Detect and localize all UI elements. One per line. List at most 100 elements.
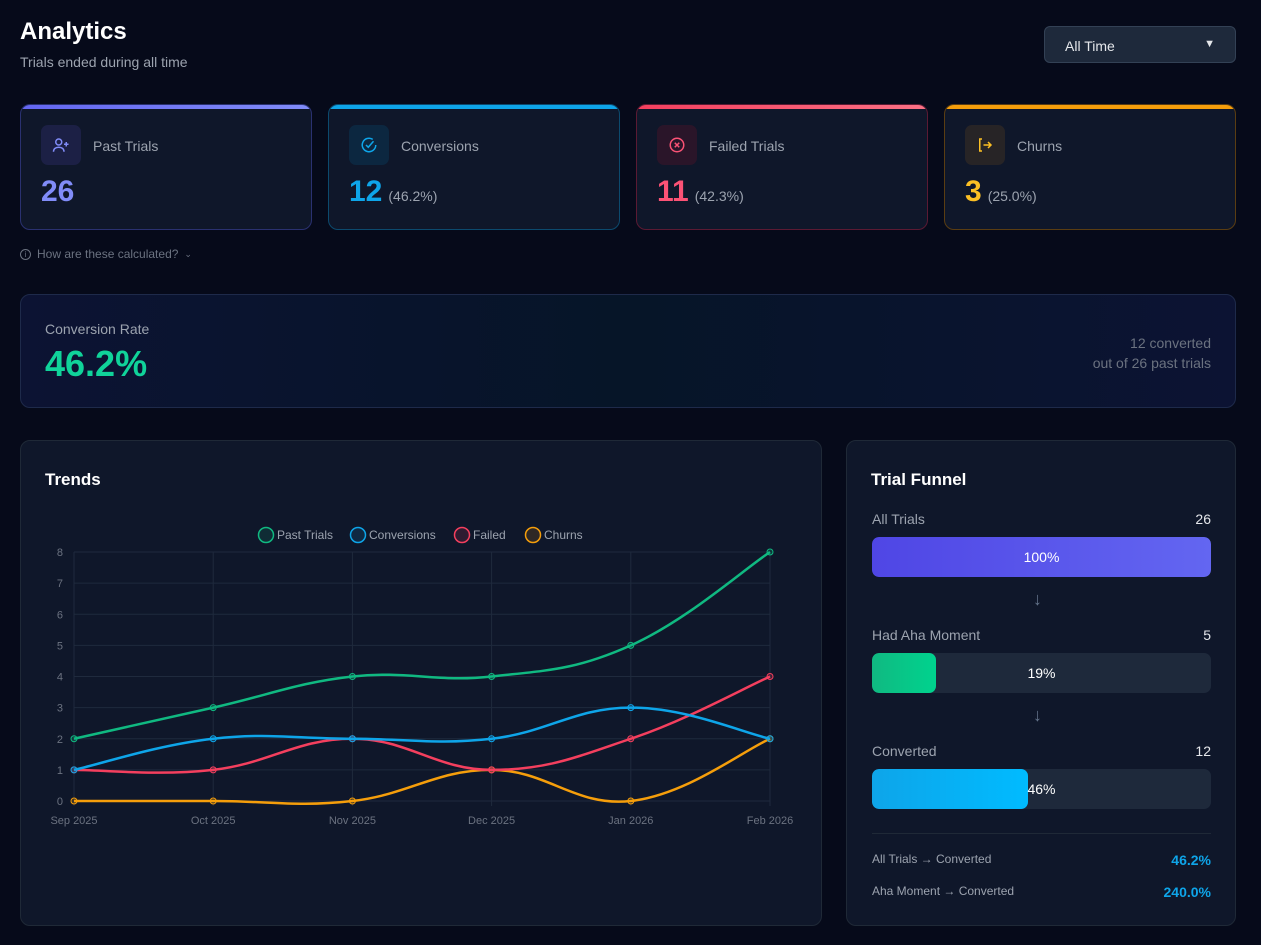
- trends-title: Trends: [45, 470, 101, 489]
- card-value: 26: [41, 175, 75, 208]
- data-point: [627, 735, 635, 743]
- conversion-rate-value: 46.2%: [45, 343, 148, 384]
- summary-all-to-converted: All Trials → Converted 46.2%: [872, 852, 1211, 868]
- user-plus-icon: [41, 125, 81, 165]
- funnel-bar-percent: 46%: [1027, 781, 1056, 797]
- data-point: [766, 548, 774, 556]
- summary-label: All Trials → Converted: [872, 852, 992, 866]
- legend-label: Conversions: [369, 528, 436, 542]
- y-tick-label: 0: [57, 796, 63, 808]
- data-point: [70, 797, 78, 805]
- x-tick-label: Jan 2026: [608, 815, 653, 827]
- conversion-rate-label: Conversion Rate: [45, 321, 150, 337]
- arrow-down-icon: ↓: [1033, 589, 1042, 609]
- info-toggle-label: How are these calculated?: [37, 247, 179, 261]
- data-point: [70, 766, 78, 774]
- data-point: [348, 673, 356, 680]
- funnel-bar: 46%: [872, 769, 1211, 809]
- card-percent: (25.0%): [987, 188, 1037, 204]
- page-title: Analytics: [20, 18, 127, 45]
- legend-label: Churns: [544, 528, 583, 542]
- data-point: [209, 766, 217, 774]
- stage-count: 12: [1195, 743, 1211, 759]
- log-out-icon: [965, 125, 1005, 165]
- card-value: 12: [349, 175, 383, 208]
- legend-label: Failed: [473, 528, 506, 542]
- card-percent: (46.2%): [388, 188, 438, 204]
- time-range-value: All Time: [1065, 38, 1115, 54]
- series-line: [74, 737, 771, 806]
- chevron-down-icon: ⌄: [184, 248, 192, 259]
- card-percent: (42.3%): [694, 188, 744, 204]
- card-label: Past Trials: [93, 138, 159, 154]
- y-tick-label: 1: [57, 765, 63, 777]
- card-failed-trials: Failed Trials 11 (42.3%): [636, 104, 928, 230]
- card-conversions: Conversions 12 (46.2%): [328, 104, 620, 230]
- data-point: [627, 641, 635, 649]
- funnel-bar: 19%: [872, 653, 1211, 693]
- past-trials-count: out of 26 past trials: [1092, 355, 1211, 371]
- legend-swatch: [257, 526, 275, 544]
- data-point: [488, 673, 496, 680]
- y-tick-label: 2: [57, 734, 63, 746]
- x-tick-label: Dec 2025: [468, 815, 515, 827]
- series-line: [73, 706, 771, 772]
- funnel-bar-percent: 19%: [1027, 665, 1056, 681]
- y-tick-label: 6: [57, 609, 63, 621]
- card-value: 3: [965, 175, 982, 208]
- trial-funnel-panel: Trial Funnel All Trials 26 100% ↓ Had Aha…: [846, 440, 1236, 926]
- converted-count: 12 converted: [1130, 335, 1211, 351]
- legend-swatch: [349, 526, 367, 544]
- series-line: [73, 550, 771, 740]
- x-circle-icon: [657, 125, 697, 165]
- summary-aha-to-converted: Aha Moment → Converted 240.0%: [872, 884, 1211, 900]
- data-point: [209, 735, 217, 743]
- summary-label: Aha Moment → Converted: [872, 884, 1015, 898]
- data-point: [488, 735, 496, 743]
- divider: [872, 833, 1211, 834]
- card-label: Churns: [1017, 138, 1063, 154]
- x-tick-label: Feb 2026: [747, 815, 793, 827]
- chevron-down-icon: ▼: [1204, 38, 1215, 50]
- funnel-stage-all-trials: All Trials 26: [872, 511, 1211, 527]
- calculation-info-toggle[interactable]: i How are these calculated? ⌄: [20, 247, 192, 261]
- time-range-select[interactable]: All Time ▼: [1044, 26, 1236, 63]
- data-point: [348, 735, 356, 743]
- check-circle-icon: [349, 125, 389, 165]
- data-point: [70, 735, 78, 743]
- info-icon: i: [20, 248, 31, 260]
- stage-label: Converted: [872, 743, 937, 759]
- x-tick-label: Oct 2025: [191, 815, 236, 827]
- conversion-rate-banner: Conversion Rate 46.2% 12 converted out o…: [20, 294, 1236, 408]
- funnel-title: Trial Funnel: [871, 470, 967, 489]
- legend-swatch: [524, 526, 542, 544]
- page-subtitle: Trials ended during all time: [20, 54, 188, 70]
- funnel-stage-aha: Had Aha Moment 5: [872, 627, 1211, 643]
- funnel-bar-percent: 100%: [1023, 549, 1060, 565]
- funnel-stage-converted: Converted 12: [872, 743, 1211, 759]
- data-point: [488, 766, 496, 774]
- summary-value: 240.0%: [1163, 884, 1211, 900]
- stage-label: Had Aha Moment: [872, 627, 981, 643]
- arrow-down-icon: ↓: [1033, 705, 1042, 725]
- trends-chart: 0 1 2 3 4 5 6 7 8 Sep 2025 Oct 2025 Nov 2025 Dec 202…: [50, 526, 793, 827]
- card-value: 11: [657, 175, 689, 208]
- x-tick-label: Sep 2025: [50, 815, 97, 827]
- data-point: [627, 704, 635, 712]
- data-point: [209, 704, 217, 712]
- stage-label: All Trials: [872, 511, 925, 527]
- data-point: [209, 797, 217, 805]
- trends-panel: Trends 0 1 2 3 4 5 6 7 8 Sep 2025 Oct 2025 Nov 2025…: [20, 440, 822, 926]
- card-past-trials: Past Trials 26: [20, 104, 312, 230]
- y-tick-label: 8: [57, 547, 63, 559]
- stage-count: 5: [1203, 627, 1211, 643]
- legend-label: Past Trials: [277, 528, 333, 542]
- y-tick-label: 5: [57, 640, 63, 652]
- x-tick-label: Nov 2025: [329, 815, 376, 827]
- card-churns: Churns 3 (25.0%): [944, 104, 1236, 230]
- y-tick-label: 4: [57, 672, 63, 684]
- data-point: [348, 797, 356, 805]
- data-point: [627, 797, 635, 805]
- funnel-bar: 100%: [872, 537, 1211, 577]
- y-tick-label: 7: [57, 578, 63, 590]
